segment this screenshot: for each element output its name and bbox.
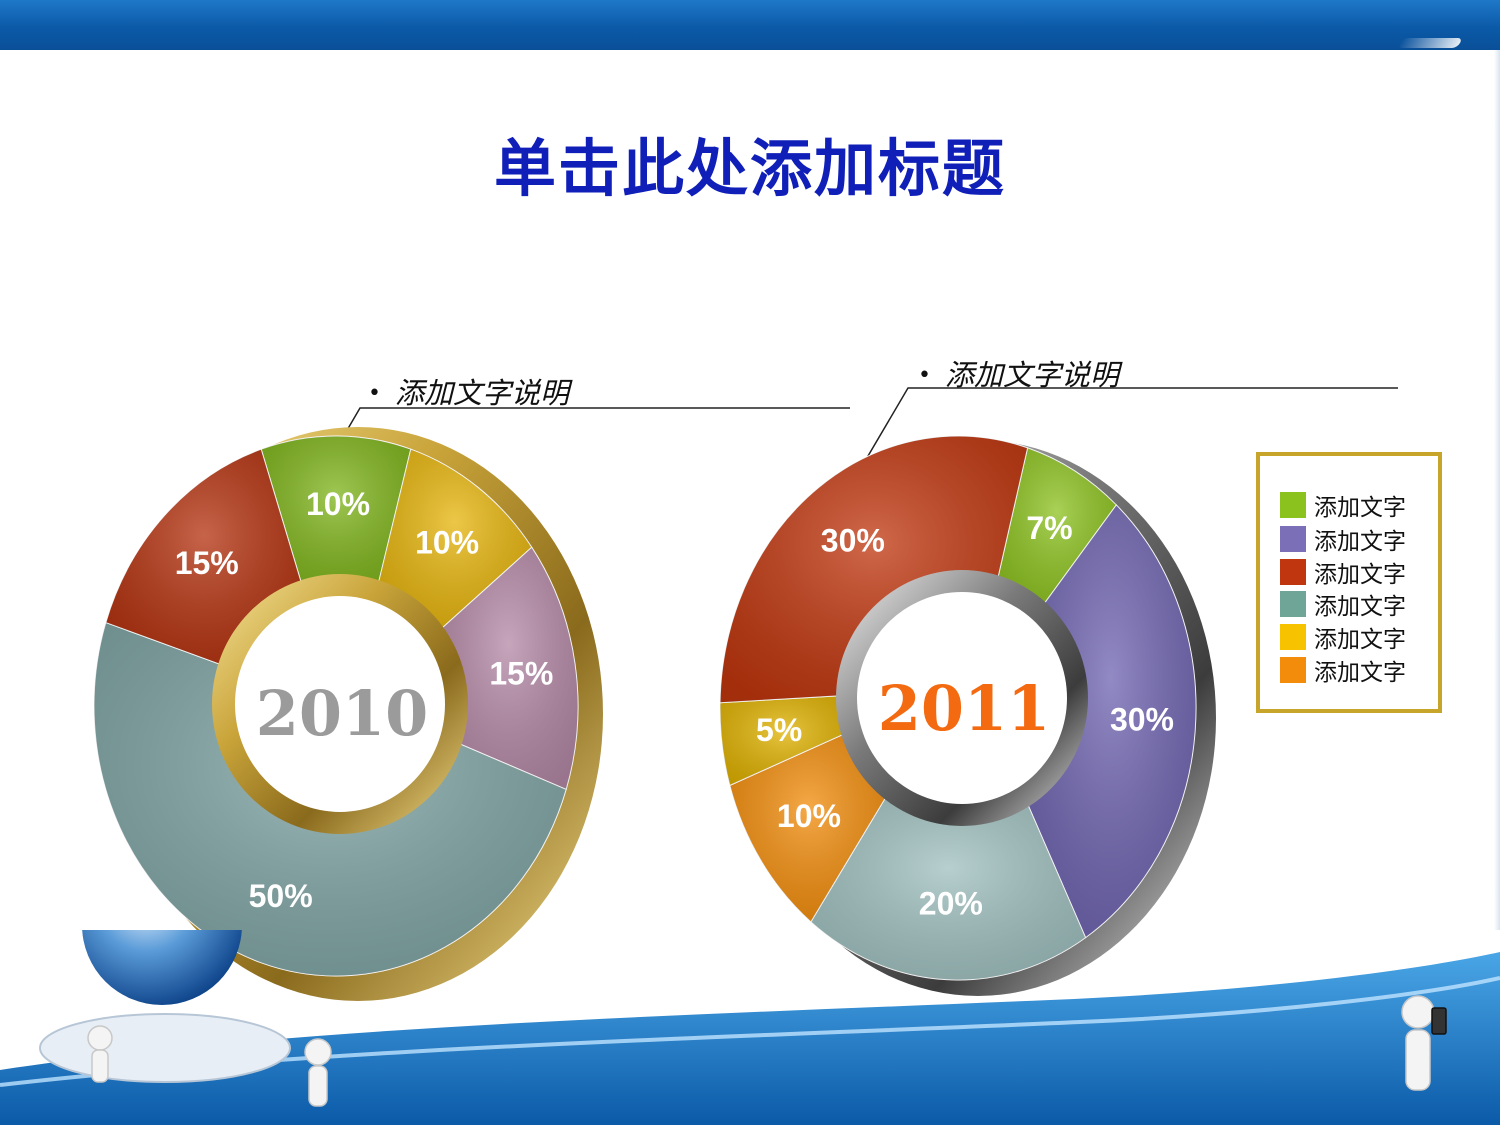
- slice-label-2010-4: 15%: [175, 545, 239, 581]
- slice-shade-2011-5: [720, 435, 1028, 703]
- legend-label: 添加文字: [1314, 495, 1406, 521]
- slice-shade-2011-0: [997, 447, 1117, 607]
- slice-label-2011-0: 7%: [1026, 510, 1072, 546]
- slice-label-2011-4: 5%: [756, 712, 802, 748]
- legend-swatch: [1280, 559, 1306, 585]
- hole-2011: [857, 592, 1067, 804]
- slice-label-2011-3: 10%: [777, 798, 841, 834]
- legend-swatch: [1280, 657, 1306, 683]
- donut-chart-2010: 10% 10% 15% 50% 15% 2010: [93, 427, 603, 1001]
- legend-label: 添加文字: [1314, 562, 1406, 588]
- callout-bullet: •: [918, 363, 931, 388]
- bottom-decoration: [0, 930, 1500, 1125]
- figure-left-icon: [87, 1025, 113, 1083]
- slice-label-2011-2: 20%: [919, 886, 983, 922]
- slice-shade-2011-4: [720, 695, 847, 786]
- callout-leader-2011: [857, 387, 1398, 474]
- legend-item: 添加文字: [1280, 524, 1406, 555]
- slice-label-2010-3: 50%: [249, 878, 313, 914]
- slice-label-2010-0: 10%: [306, 486, 370, 522]
- legend-item: 添加文字: [1280, 557, 1406, 588]
- figure-phone-icon: [1401, 995, 1447, 1091]
- legend-item: 添加文字: [1280, 490, 1406, 521]
- slice-shade-2011-2: [810, 793, 1086, 980]
- legend-item: 添加文字: [1280, 589, 1406, 620]
- slice-label-2010-1: 10%: [415, 524, 479, 560]
- legend-label: 添加文字: [1314, 529, 1406, 555]
- bottom-wave-band: [0, 952, 1500, 1125]
- legend-label: 添加文字: [1314, 627, 1406, 653]
- slide-title[interactable]: 单击此处添加标题: [493, 132, 1006, 205]
- slice-shade-2010-0: [261, 436, 411, 587]
- labels-2010: 10% 10% 15% 50% 15%: [175, 486, 554, 914]
- slice-label-2010-2: 15%: [489, 656, 553, 692]
- year-label-2011: 2011: [878, 672, 1051, 745]
- callout-2010[interactable]: • 添加文字说明: [368, 370, 569, 412]
- slice-shade-2011-3: [729, 732, 888, 922]
- year-label-2010: 2010: [256, 677, 429, 750]
- slice-label-2011-1: 30%: [1110, 701, 1174, 737]
- slice-shade-2011-1: [1026, 504, 1196, 938]
- legend-swatch: [1280, 591, 1306, 617]
- legend-item: 添加文字: [1280, 655, 1406, 686]
- legend-item: 添加文字: [1280, 622, 1406, 653]
- right-edge-shade: [1494, 50, 1500, 930]
- donut-chart-2011: 7% 30% 20% 10% 5% 30% 2011: [719, 435, 1216, 996]
- hole-2010: [235, 596, 445, 812]
- callout-text: 添加文字说明: [394, 376, 569, 410]
- slice-shade-2010-3: [93, 622, 567, 976]
- labels-2011: 7% 30% 20% 10% 5% 30%: [756, 510, 1174, 922]
- slice-shade-2010-1: [377, 449, 532, 632]
- figure-center-icon: [304, 1038, 332, 1107]
- legend-swatch: [1280, 492, 1306, 518]
- slice-shade-2010-2: [438, 547, 578, 790]
- slices-2010: [93, 435, 579, 977]
- callout-2011[interactable]: • 添加文字说明: [918, 352, 1119, 394]
- slice-label-2011-5: 30%: [821, 522, 885, 558]
- chart-legend: 添加文字 添加文字 添加文字 添加文字 添加文字 添加文字: [1256, 452, 1442, 713]
- legend-swatch: [1280, 526, 1306, 552]
- legend-swatch: [1280, 624, 1306, 650]
- legend-label: 添加文字: [1314, 660, 1406, 686]
- callout-text: 添加文字说明: [944, 358, 1119, 392]
- callout-bullet: •: [368, 381, 381, 406]
- globe-icon: [82, 930, 242, 1005]
- slices-2011: [719, 435, 1197, 981]
- podium: [39, 1013, 291, 1083]
- top-banner: [0, 0, 1500, 50]
- legend-label: 添加文字: [1314, 594, 1406, 620]
